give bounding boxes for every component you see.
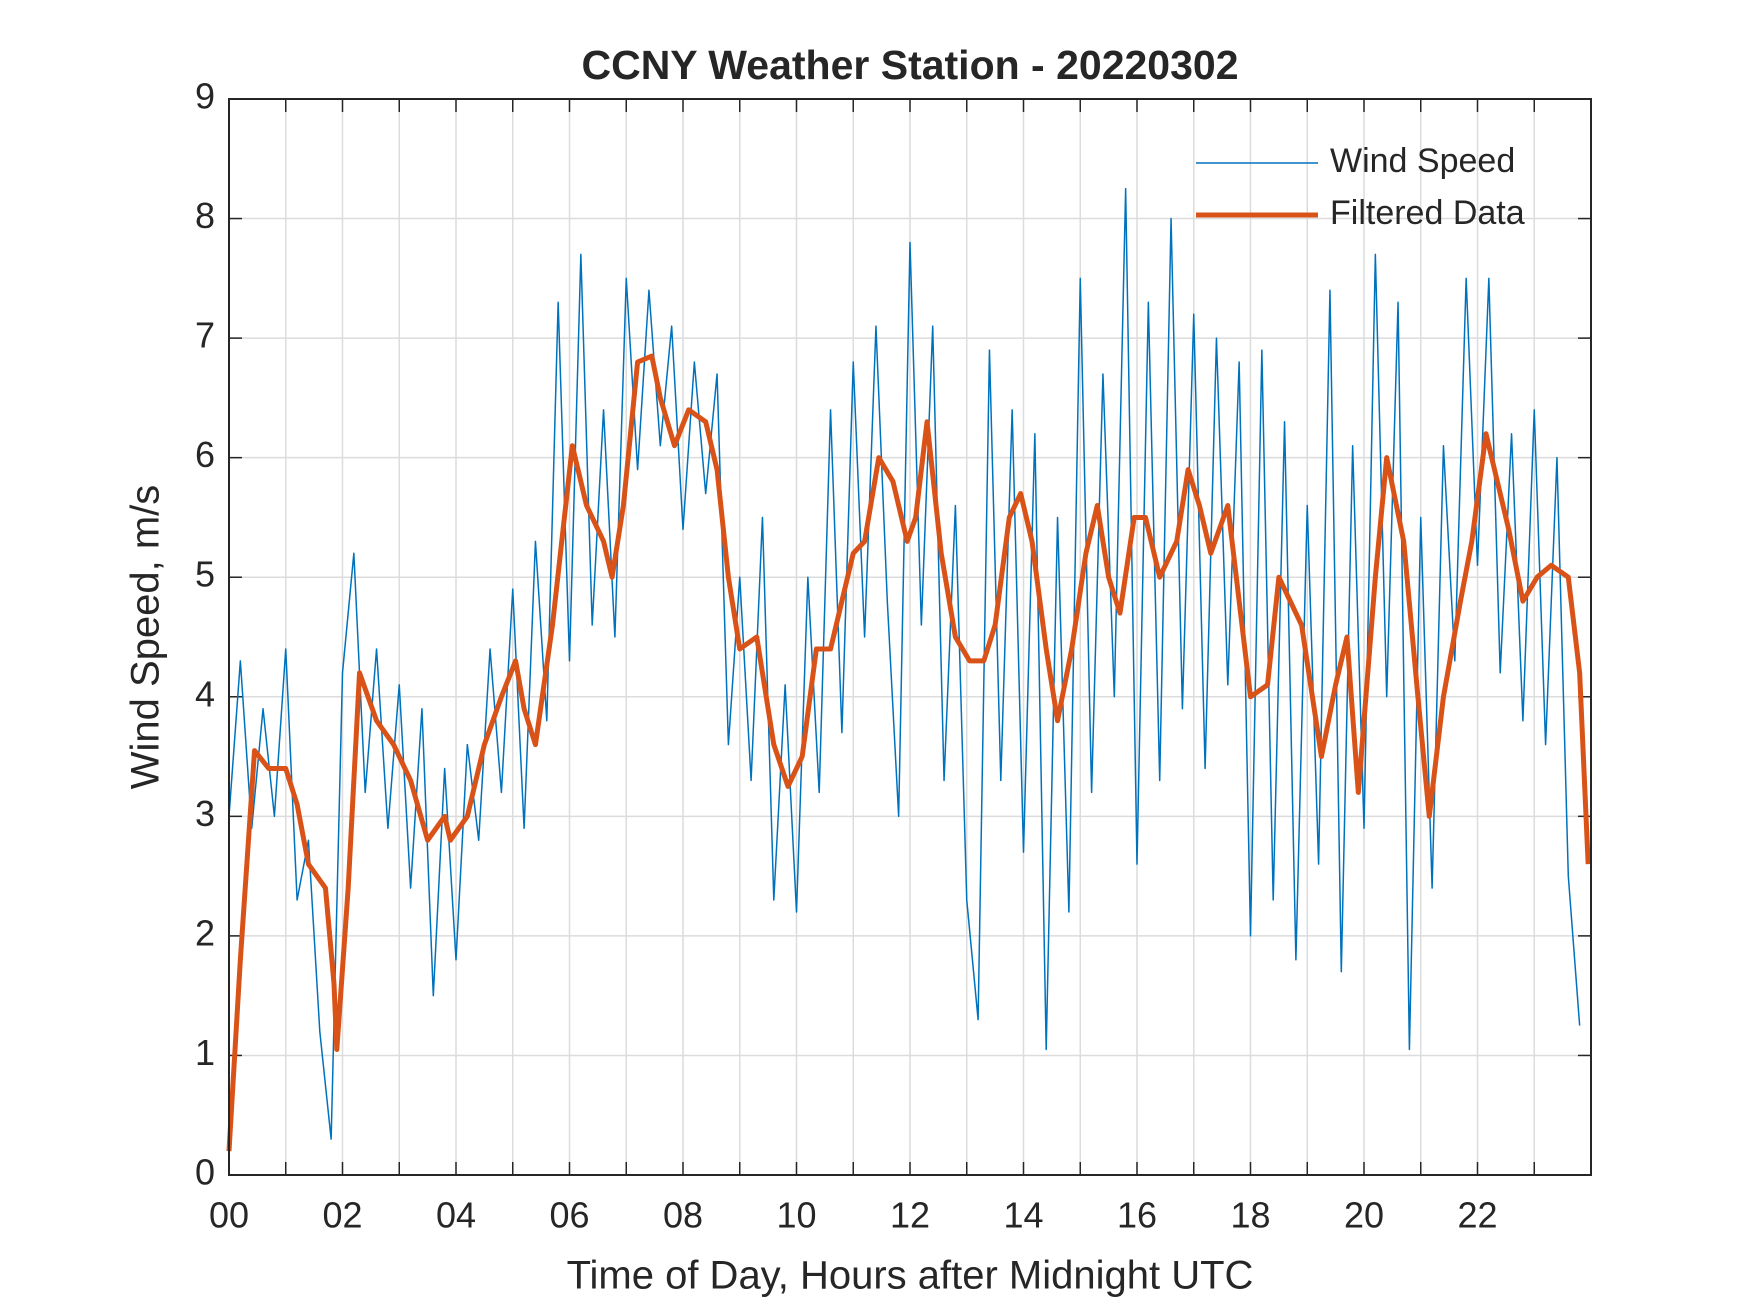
data-line bbox=[226, 353, 1591, 1152]
x-tick-label: 20 bbox=[1344, 1195, 1384, 1236]
y-tick-label: 6 bbox=[195, 434, 215, 475]
x-tick-label: 16 bbox=[1117, 1195, 1157, 1236]
legend-label: Wind Speed bbox=[1330, 142, 1515, 180]
chart-title: CCNY Weather Station - 20220302 bbox=[581, 42, 1238, 88]
data-line bbox=[228, 187, 1581, 1140]
x-tick-label: 22 bbox=[1457, 1195, 1497, 1236]
y-tick-label: 3 bbox=[195, 793, 215, 834]
y-tick-label: 0 bbox=[195, 1152, 215, 1193]
x-tick-label: 00 bbox=[209, 1195, 249, 1236]
x-tick-label: 18 bbox=[1230, 1195, 1270, 1236]
x-tick-label: 06 bbox=[549, 1195, 589, 1236]
y-axis-label: Wind Speed, m/s bbox=[124, 485, 168, 790]
legend-label: Filtered Data bbox=[1330, 194, 1525, 232]
x-tick-label: 08 bbox=[663, 1195, 703, 1236]
x-tick-label: 10 bbox=[776, 1195, 816, 1236]
y-tick-label: 8 bbox=[195, 195, 215, 236]
x-tick-label: 14 bbox=[1003, 1195, 1043, 1236]
x-tick-label: 12 bbox=[890, 1195, 930, 1236]
y-tick-label: 2 bbox=[195, 912, 215, 953]
y-tick-label: 9 bbox=[195, 76, 215, 117]
x-tick-label: 02 bbox=[322, 1195, 362, 1236]
plot-frame bbox=[228, 98, 1592, 1176]
y-tick-label: 1 bbox=[195, 1032, 215, 1073]
y-tick-label: 4 bbox=[195, 673, 215, 714]
y-tick-label: 5 bbox=[195, 554, 215, 595]
x-tick-label: 04 bbox=[436, 1195, 476, 1236]
x-axis-label: Time of Day, Hours after Midnight UTC bbox=[567, 1254, 1254, 1298]
y-tick-label: 7 bbox=[195, 315, 215, 356]
